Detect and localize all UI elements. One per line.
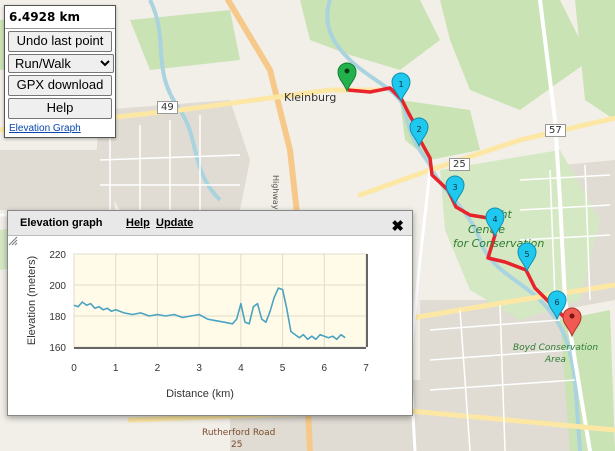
waypoint-number-6: 6 [554, 298, 559, 307]
activity-mode-select[interactable]: Run/Walk [8, 54, 114, 73]
elevation-graph-link[interactable]: Elevation Graph [9, 123, 81, 134]
x-tick-label: 0 [71, 363, 77, 374]
label-kleinburg: Kleinburg [284, 91, 337, 104]
dialog-titlebar[interactable]: Elevation graph Help Update ✖ [8, 211, 412, 236]
x-axis-title: Distance (km) [166, 388, 234, 400]
label-boyd-2: Area [545, 355, 566, 365]
route-line [347, 86, 574, 331]
plot-area [73, 253, 367, 348]
elevation-chart: 0 1 2 3 4 5 6 7 160 180 200 220 Distance (km) Elevati… [26, 250, 369, 400]
y-tick-label: 180 [49, 312, 66, 323]
x-tick-label: 7 [363, 363, 369, 374]
dialog-update-link[interactable]: Update [156, 217, 194, 229]
x-tick-label: 1 [113, 363, 119, 374]
x-tick-label: 4 [238, 363, 244, 374]
y-axis-title: Elevation (meters) [26, 256, 38, 345]
x-tick-label: 5 [280, 363, 286, 374]
gpx-download-button[interactable]: GPX download [8, 75, 112, 96]
undo-last-point-button[interactable]: Undo last point [8, 31, 112, 52]
end-marker[interactable] [562, 307, 582, 337]
elevation-graph-dialog: Elevation graph Help Update ✖ 0 1 2 3 4 5 6 7 16… [7, 210, 413, 416]
waypoint-number-1: 1 [398, 80, 403, 89]
elevation-line [73, 287, 346, 341]
label-route25-bottom: 25 [231, 440, 243, 450]
y-tick-label: 220 [49, 250, 66, 261]
distance-readout: 6.4928 km [5, 6, 115, 29]
label-boyd-1: Boyd Conservation [513, 343, 599, 353]
start-marker[interactable] [337, 62, 357, 92]
label-rutherford-road: Rutherford Road [202, 428, 276, 438]
waypoint-number-4: 4 [492, 215, 497, 224]
resize-grip-icon[interactable] [8, 236, 18, 246]
x-tick-label: 6 [322, 363, 328, 374]
waypoint-number-2: 2 [416, 125, 421, 134]
dialog-help-link[interactable]: Help [126, 217, 150, 229]
y-tick-label: 200 [49, 281, 66, 292]
y-tick-label: 160 [49, 343, 66, 354]
waypoint-number-3: 3 [452, 183, 457, 192]
x-tick-label: 3 [196, 363, 202, 374]
shield-route25: 25 [449, 158, 470, 171]
shield-route57: 57 [545, 124, 566, 137]
close-icon[interactable]: ✖ [391, 218, 404, 235]
waypoint-number-5: 5 [524, 250, 529, 259]
shield-route49: 49 [157, 101, 178, 114]
x-tick-label: 2 [155, 363, 161, 374]
dialog-title: Elevation graph [20, 217, 103, 229]
help-button[interactable]: Help [8, 98, 112, 119]
control-panel: 6.4928 km Undo last point Run/Walk GPX d… [4, 5, 116, 138]
